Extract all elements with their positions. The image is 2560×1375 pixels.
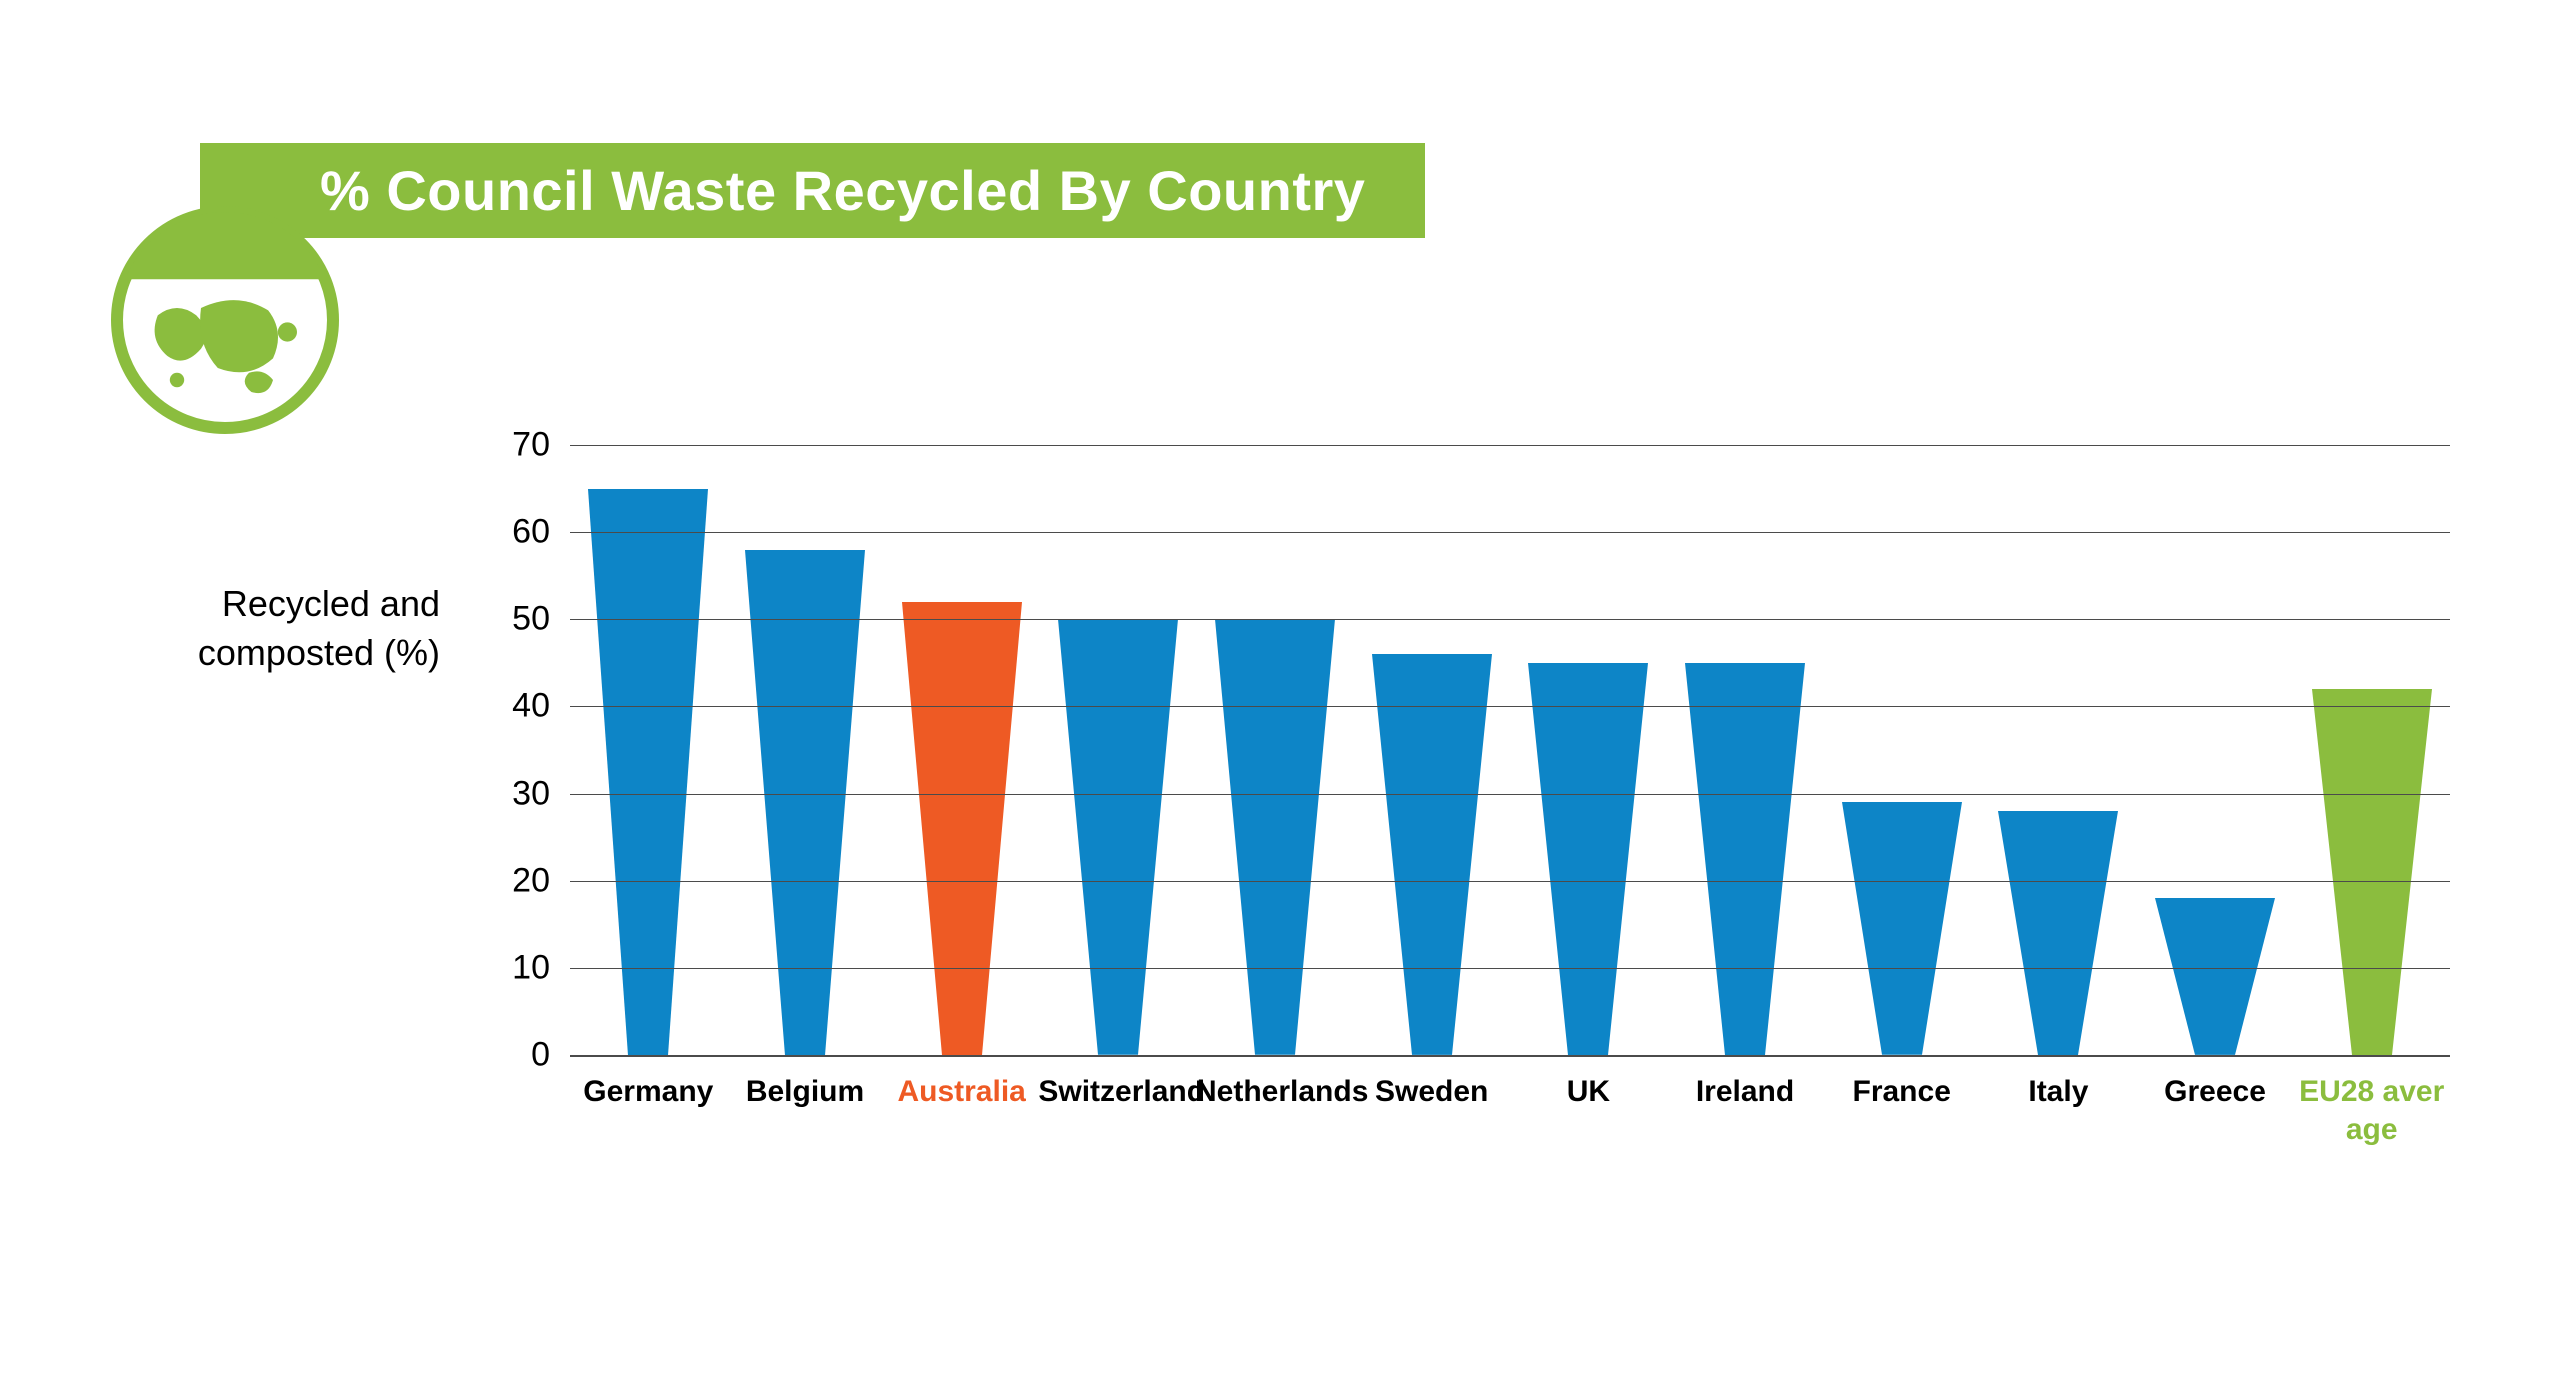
bar (1998, 811, 2118, 1055)
x-axis-label: Sweden (1352, 1055, 1512, 1111)
y-tick-label: 50 (512, 600, 550, 639)
bar (2155, 898, 2275, 1055)
bar-slot: Australia (883, 445, 1040, 1055)
bar-slot: Belgium (727, 445, 884, 1055)
bar (1058, 619, 1178, 1055)
x-axis-label: Belgium (725, 1055, 885, 1111)
grid-line (570, 881, 2450, 882)
x-axis-label: Germany (568, 1055, 728, 1111)
x-axis-label: UK (1508, 1055, 1668, 1111)
y-tick-label: 20 (512, 861, 550, 900)
bar-slot: Greece (2137, 445, 2294, 1055)
bar (588, 489, 708, 1055)
grid-line (570, 1055, 2450, 1057)
bar (745, 550, 865, 1055)
chart: GermanyBelgiumAustraliaSwitzerlandNether… (490, 395, 2450, 1135)
y-axis-title: Recycled and composted (%) (140, 580, 440, 677)
x-axis-label: Australia (882, 1055, 1042, 1111)
y-tick-label: 0 (531, 1036, 550, 1075)
bar (2312, 689, 2432, 1055)
globe-icon (105, 200, 345, 440)
x-axis-label: Ireland (1665, 1055, 1825, 1111)
title-bar: % Council Waste Recycled By Country (200, 143, 1425, 238)
x-axis-label: Italy (1978, 1055, 2138, 1111)
bar-slot: EU28 average (2293, 445, 2450, 1055)
bar-slot: France (1823, 445, 1980, 1055)
bar-slot: Switzerland (1040, 445, 1197, 1055)
x-axis-label: EU28 average (2292, 1055, 2452, 1148)
bar (1528, 663, 1648, 1055)
bar-slot: UK (1510, 445, 1667, 1055)
grid-line (570, 968, 2450, 969)
y-tick-label: 10 (512, 948, 550, 987)
y-tick-label: 40 (512, 687, 550, 726)
chart-title: % Council Waste Recycled By Country (320, 158, 1365, 223)
grid-line (570, 445, 2450, 446)
grid-line (570, 794, 2450, 795)
bar-slot: Germany (570, 445, 727, 1055)
bar-slot: Ireland (1667, 445, 1824, 1055)
x-axis-label: France (1822, 1055, 1982, 1111)
bar-slot: Italy (1980, 445, 2137, 1055)
bar-slot: Netherlands (1197, 445, 1354, 1055)
bar (1215, 619, 1335, 1055)
bar-slot: Sweden (1353, 445, 1510, 1055)
bar (1372, 654, 1492, 1055)
grid-line (570, 619, 2450, 620)
y-tick-label: 70 (512, 426, 550, 465)
x-axis-label: Netherlands (1195, 1055, 1355, 1111)
bar (902, 602, 1022, 1055)
y-tick-label: 30 (512, 774, 550, 813)
x-axis-label: Greece (2135, 1055, 2295, 1111)
grid-line (570, 532, 2450, 533)
x-axis-label: Switzerland (1038, 1055, 1198, 1111)
bars-container: GermanyBelgiumAustraliaSwitzerlandNether… (570, 445, 2450, 1055)
plot-area: GermanyBelgiumAustraliaSwitzerlandNether… (570, 445, 2450, 1055)
bar (1842, 802, 1962, 1055)
grid-line (570, 706, 2450, 707)
bar (1685, 663, 1805, 1055)
y-tick-label: 60 (512, 513, 550, 552)
